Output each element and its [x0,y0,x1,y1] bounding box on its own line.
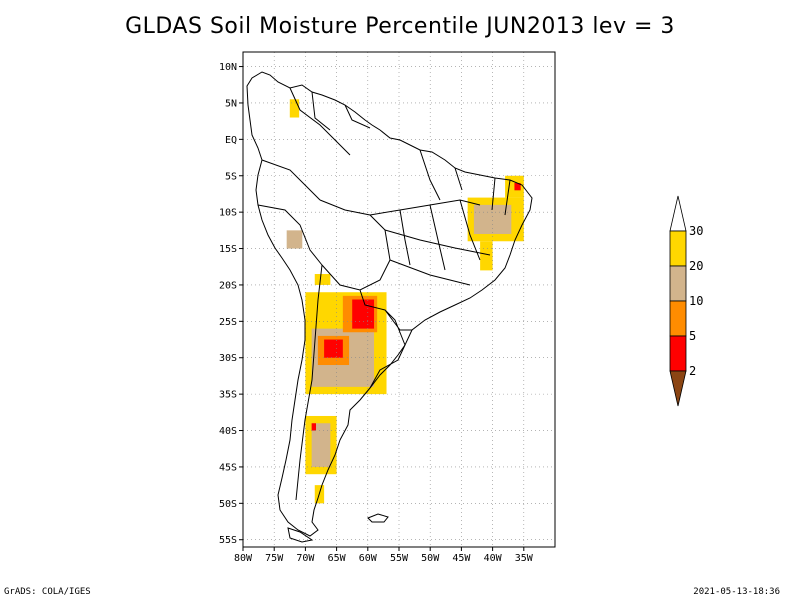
legend-label: 5 [689,329,696,343]
y-tick-label: 5N [225,98,237,109]
lat-lon-grid [242,52,555,547]
brazil-states [369,149,511,286]
y-tick-label: 10N [219,62,237,73]
shaded-region-16 [311,423,331,467]
x-tick-label: 70W [296,553,315,564]
legend-swatch [669,230,687,267]
shaded-region-8 [314,274,331,285]
tierra-del-fuego [287,527,314,543]
shaded-region-5 [514,183,521,191]
y-tick-label: 15S [219,244,237,255]
x-tick-label: 50W [421,553,440,564]
color-legend: 2 5 10 20 30 [669,195,703,407]
x-tick-label: 75W [265,553,284,564]
x-tick-label: 60W [359,553,378,564]
y-tick-label: 55S [219,535,237,546]
shaded-region-3 [473,204,512,234]
legend-swatch [669,265,687,302]
falkland-islands [367,513,389,523]
shaded-region-7 [286,230,303,249]
legend-label: 10 [689,294,703,308]
x-tick-label: 35W [515,553,534,564]
shaded-region-1 [289,99,300,118]
y-tick-label: 5S [225,171,237,182]
map-title: GLDAS Soil Moisture Percentile JUN2013 l… [125,14,675,39]
y-tick-label: 20S [219,280,237,291]
coastlines-and-borders [246,71,533,543]
shaded-region-12 [352,299,375,329]
x-tick-label: 65W [328,553,347,564]
y-tick-label: 35S [219,390,237,401]
y-tick-label: 30S [219,353,237,364]
x-tick-label: 55W [390,553,409,564]
soil-moisture-shading [286,99,524,504]
y-tick-label: 50S [219,499,237,510]
legend-label: 20 [689,259,703,273]
y-axis: 10N 5N EQ 5S 10S 15S 20S 25S 30S 35S 40S 45S 50S 55S [219,62,243,546]
legend-swatch [669,335,687,372]
y-tick-label: 10S [219,208,237,219]
x-tick-label: 80W [234,553,253,564]
y-tick-label: EQ [225,135,237,146]
x-tick-label: 45W [452,553,471,564]
legend-top-arrow [669,195,687,232]
x-tick-label: 40W [484,553,503,564]
y-tick-label: 45S [219,462,237,473]
legend-swatch [669,300,687,337]
shaded-region-6 [480,241,493,271]
south-america-coastline [246,71,533,537]
legend-bottom-arrow [669,370,687,407]
y-tick-label: 25S [219,317,237,328]
legend-label: 2 [689,364,696,378]
footer-credit: GrADS: COLA/IGES [4,587,91,597]
footer-timestamp: 2021-05-13-18:36 [693,587,780,597]
y-tick-label: 40S [219,426,237,437]
shaded-region-14 [324,339,343,358]
x-axis: 80W 75W 70W 65W 60W 55W 50W 45W 40W 35W [234,547,534,564]
legend-label: 30 [689,224,703,238]
shaded-region-17 [311,423,317,431]
